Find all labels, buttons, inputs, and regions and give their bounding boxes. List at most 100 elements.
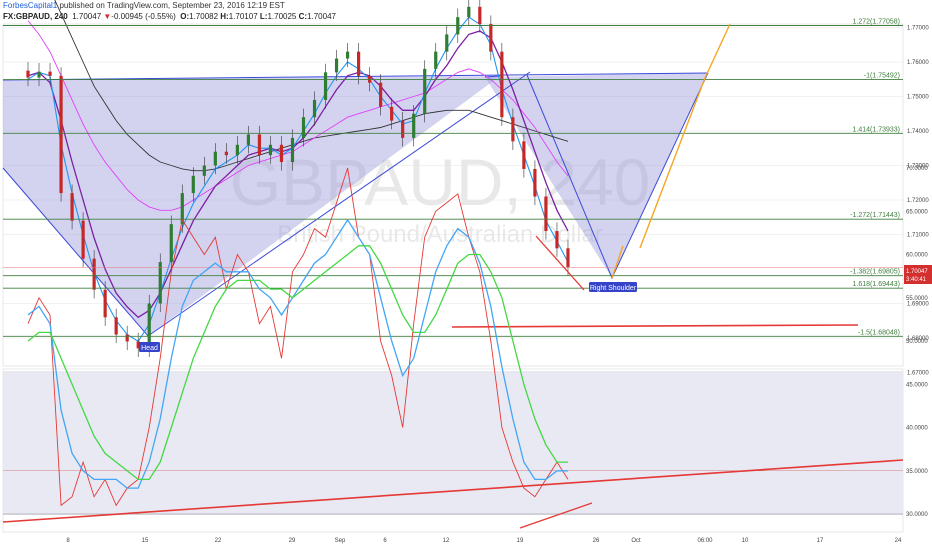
- open-label: O:: [180, 12, 190, 21]
- projection-left: [611, 245, 624, 279]
- fib-label: -1.382(1.69805): [850, 269, 900, 276]
- price-tick-label: 1.67000: [907, 371, 929, 377]
- head-label-box: [139, 342, 160, 352]
- candle-body: [533, 168, 537, 197]
- fib-label: -1(1.75492): [864, 73, 900, 80]
- symbol-name[interactable]: FX:GBPAUD, 240: [3, 12, 68, 21]
- rsi-tick-label: 65.0000: [906, 209, 928, 215]
- fib-label: -1.272(1.71443): [850, 212, 900, 219]
- rsi-divergence-line: [519, 502, 593, 529]
- rsi-tick-label: 45.0000: [906, 382, 928, 388]
- candle-body: [290, 137, 295, 163]
- low-value: 1.70025: [267, 12, 297, 21]
- rsi-support-trendline: [2, 459, 904, 523]
- date-tick-label: 15: [142, 538, 149, 544]
- projection-right: [639, 23, 731, 249]
- target-trendline: [451, 324, 859, 328]
- candle-body: [379, 82, 383, 107]
- price-tick-label: 1.75000: [907, 95, 929, 101]
- current-price-label: 1.70047: [906, 269, 928, 275]
- candle-body: [323, 72, 328, 100]
- rsi-series-blue: [27, 218, 568, 489]
- candle-body: [489, 24, 493, 52]
- candle-body: [235, 144, 239, 156]
- last-price: 1.70047: [72, 12, 102, 21]
- candle-body: [169, 224, 173, 263]
- date-tick-label: 12: [443, 538, 450, 544]
- head-and-shoulders-pattern[interactable]: [2, 71, 709, 337]
- candle-body: [136, 341, 140, 349]
- fib-label: -1.5(1.68048): [858, 329, 900, 336]
- head-label: Head: [141, 345, 158, 352]
- moving-average-blue: [27, 16, 569, 343]
- rsi-tick-label: 70.0000: [906, 166, 928, 172]
- date-tick-label: 19: [517, 538, 524, 544]
- date-tick-label: 06:00: [697, 538, 713, 544]
- high-value: 1.70107: [228, 12, 258, 21]
- candle-body: [334, 58, 339, 73]
- rsi-tick-label: 55.0000: [906, 296, 928, 302]
- candle-body: [224, 151, 228, 156]
- candle-body: [70, 193, 74, 221]
- candle-body: [511, 117, 515, 142]
- rsi-tick-label: 50.0000: [906, 339, 928, 345]
- open-value: 1.70082: [189, 12, 219, 21]
- author-link[interactable]: ForbesCapital1: [3, 1, 58, 10]
- date-tick-label: 10: [742, 538, 749, 544]
- fib-label: 1.272(1.77058): [853, 18, 900, 25]
- candle-body: [92, 258, 96, 290]
- candlesticks: [26, 0, 570, 357]
- current-price-box: [904, 265, 932, 284]
- rsi-tick-label: 30.0000: [906, 512, 928, 518]
- date-tick-label: 17: [817, 538, 824, 544]
- candle-body: [114, 317, 118, 335]
- high-label: H:: [220, 12, 229, 21]
- countdown-label: 3:40:41: [906, 277, 927, 283]
- candle-body: [345, 51, 350, 59]
- rsi-series-red: [27, 167, 569, 507]
- low-label: L:: [259, 12, 268, 21]
- rsi-band-background: [3, 371, 903, 515]
- axes: 1.790001.780001.770001.760001.750001.740…: [66, 26, 932, 544]
- falling-trendline: [535, 235, 585, 291]
- chart-header: ForbesCapital1 published on TradingView.…: [0, 0, 932, 24]
- right-shoulder-label-box: [589, 282, 637, 292]
- candle-body: [445, 34, 449, 52]
- candle-body: [312, 99, 317, 118]
- price-tick-label: 1.77000: [907, 26, 929, 32]
- candle-body: [26, 70, 30, 78]
- moving-average-pink: [27, 20, 569, 211]
- date-tick-label: 22: [215, 538, 222, 544]
- close-value: 1.70047: [307, 12, 336, 21]
- candle-body: [202, 165, 206, 176]
- right-shoulder-label: Right Shoulder: [590, 285, 637, 292]
- moving-average-purple: [27, 30, 569, 319]
- candle-body: [566, 248, 570, 268]
- neckline-top: [2, 72, 709, 81]
- price-tick-label: 1.73000: [907, 164, 929, 170]
- price-tick-label: 1.76000: [907, 60, 929, 66]
- publish-info: ForbesCapital1 published on TradingView.…: [3, 1, 285, 10]
- candle-body: [301, 117, 306, 138]
- moving-averages: [27, 0, 569, 343]
- right-pattern-fill: [485, 73, 708, 278]
- candle-body: [125, 334, 129, 342]
- candle-body: [390, 106, 394, 121]
- candle-body: [81, 220, 85, 259]
- fib-label: 1.618(1.69443): [853, 281, 900, 288]
- candle-body: [257, 134, 262, 156]
- candle-body: [191, 175, 195, 194]
- price-tick-label: 1.71000: [907, 233, 929, 239]
- price-tick-label: 1.69000: [907, 302, 929, 308]
- candle-body: [180, 193, 184, 225]
- rsi-tick-label: 60.0000: [906, 253, 928, 259]
- candle-body: [213, 151, 217, 166]
- candle-body: [103, 289, 107, 318]
- candle-body: [246, 134, 250, 145]
- date-tick-label: Sep: [335, 538, 346, 544]
- candle-body: [522, 141, 526, 169]
- candle-body: [412, 113, 416, 138]
- drawing-tools[interactable]: Head Right Shoulder: [3, 0, 903, 352]
